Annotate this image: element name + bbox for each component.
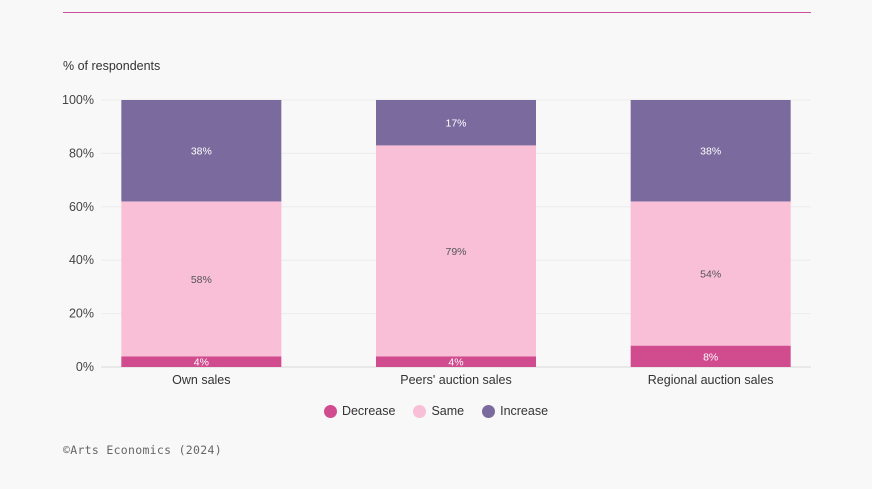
category-label: Own sales	[172, 373, 230, 387]
legend-item-same: Same	[413, 404, 464, 418]
legend-swatch	[323, 404, 337, 418]
category-labels: Own sales Peers' auction sales Regional au…	[172, 373, 773, 387]
legend: Decrease Same Increase	[0, 404, 872, 418]
legend-label: Decrease	[341, 404, 396, 418]
bar-segment-increase	[376, 100, 536, 146]
y-tick-label: 80%	[69, 146, 94, 160]
data-label: 38%	[700, 146, 721, 158]
legend-item-decrease: Decrease	[323, 404, 396, 418]
legend-swatch	[482, 404, 496, 418]
y-tick-label: 60%	[69, 200, 94, 214]
data-label: 58%	[191, 274, 212, 286]
legend-label: Same	[431, 404, 465, 418]
top-rule	[63, 12, 811, 13]
legend-swatch	[413, 404, 427, 418]
stacked-bar-chart: % of respondents 0% 20% 40% 60% 80% 100% 4% 58…	[62, 59, 811, 387]
data-label: 38%	[191, 146, 212, 158]
bar-segment-decrease	[630, 345, 791, 367]
data-label: 17%	[445, 118, 466, 130]
bar-segment-same	[376, 145, 536, 357]
legend-item-increase: Increase	[482, 404, 548, 418]
y-tick-label: 40%	[69, 253, 94, 267]
y-tick-label: 20%	[69, 307, 94, 321]
legend-label: Increase	[500, 404, 549, 418]
bar-segment-decrease	[121, 356, 282, 367]
y-tick-label: 100%	[62, 93, 94, 107]
data-label: 4%	[448, 357, 463, 369]
data-label: 79%	[445, 246, 466, 258]
source-note: ©Arts Economics (2024)	[63, 443, 222, 457]
data-label: 54%	[700, 269, 721, 281]
data-label: 4%	[194, 357, 209, 369]
bar-segment-decrease	[376, 356, 536, 367]
bars: 4% 58% 38% 4% 79% 17% 8% 54% 38%	[121, 100, 791, 369]
bar-segment-same	[630, 201, 791, 346]
bar-segment-increase	[121, 100, 282, 202]
bar-segment-increase	[630, 100, 791, 202]
y-axis-label: % of respondents	[63, 59, 160, 73]
y-tick-label: 0%	[76, 360, 94, 374]
category-label: Peers' auction sales	[400, 373, 511, 387]
y-tick-labels: 0% 20% 40% 60% 80% 100%	[62, 93, 94, 374]
data-label: 8%	[703, 351, 718, 363]
bar-segment-same	[121, 201, 282, 357]
category-label: Regional auction sales	[648, 373, 774, 387]
